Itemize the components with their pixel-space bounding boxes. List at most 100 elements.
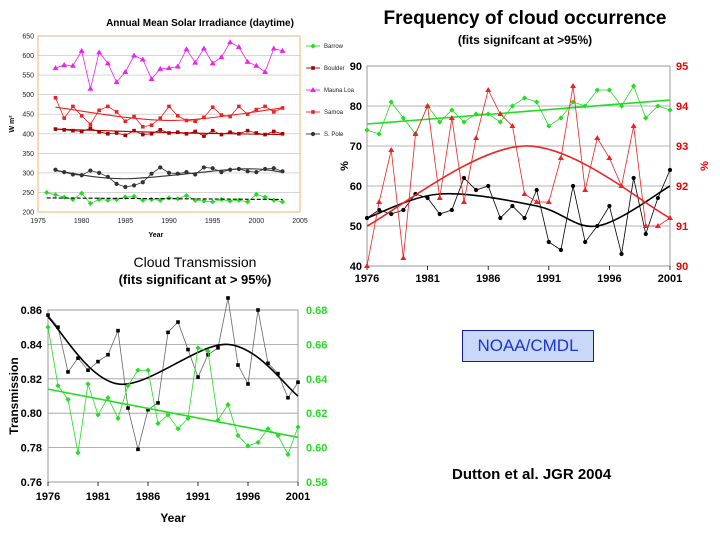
- transmission-data-point: [206, 352, 210, 357]
- irradiance-data-point: [79, 113, 84, 118]
- frequency-data-point: [582, 187, 589, 192]
- irradiance-data-point: [141, 132, 145, 137]
- frequency-data-point: [437, 211, 442, 217]
- irradiance-data-point: [272, 129, 276, 134]
- transmission-data-point: [76, 356, 80, 360]
- transmission-plot-area: [47, 309, 299, 483]
- frequency-data-point: [557, 155, 564, 160]
- irradiance-data-point: [244, 58, 251, 64]
- transmission-chart: 0.76 0.78 0.80 0.82 0.84 0.86 0.58 0.60 0.62 0.64…: [7, 296, 328, 525]
- frequency-chart-title: Frequency of cloud occurrence: [383, 8, 667, 29]
- transmission-data-point: [75, 450, 81, 456]
- frequency-data-point: [619, 251, 624, 257]
- irradiance-data-point: [123, 119, 128, 124]
- irradiance-data-point: [184, 118, 189, 123]
- irradiance-y-tick-label: 500: [22, 92, 34, 99]
- irradiance-legend-marker: [310, 87, 316, 92]
- irradiance-data-point: [158, 165, 163, 170]
- irradiance-data-point: [210, 199, 216, 205]
- transmission-data-point: [106, 352, 110, 357]
- irradiance-data-point: [71, 104, 75, 109]
- frequency-data-point: [376, 131, 382, 137]
- transmission-data-point: [126, 406, 130, 410]
- frequency-x-tick-label: 1991: [537, 273, 561, 285]
- frequency-data-point: [607, 203, 612, 209]
- transmission-series-0: [46, 296, 300, 452]
- frequency-fit-line: [366, 99, 671, 125]
- frequency-data-point: [522, 215, 527, 221]
- irradiance-data-point: [228, 130, 232, 135]
- irradiance-data-point: [131, 193, 137, 199]
- frequency-right-tick-label: 94: [676, 101, 689, 113]
- irradiance-data-point: [87, 85, 94, 91]
- frequency-fit-line: [366, 185, 671, 228]
- transmission-right-tick-label: 0.66: [306, 339, 327, 351]
- transmission-left-tick-label: 0.82: [21, 374, 42, 386]
- frequency-fit-line: [366, 145, 671, 227]
- frequency-data-point: [655, 103, 661, 109]
- irradiance-y-tick-label: 300: [22, 170, 34, 177]
- transmission-data-point: [55, 383, 61, 389]
- transmission-data-point: [65, 396, 71, 403]
- frequency-left-tick-label: 70: [350, 141, 362, 153]
- transmission-data-point: [256, 308, 260, 312]
- frequency-left-tick-label: 50: [350, 221, 362, 233]
- frequency-data-point: [473, 187, 479, 193]
- frequency-right-tick-label: 91: [676, 221, 688, 233]
- irradiance-x-tick-label: 1985: [118, 218, 134, 225]
- irradiance-data-point: [96, 49, 103, 55]
- irradiance-data-point: [280, 131, 285, 136]
- irradiance-data-point: [253, 62, 260, 68]
- frequency-data-point: [570, 183, 576, 189]
- irradiance-data-point: [97, 108, 101, 113]
- frequency-data-point: [558, 247, 564, 253]
- irradiance-y-tick-label: 450: [22, 112, 34, 119]
- irradiance-legend-label: S. Pole: [324, 132, 344, 138]
- irradiance-legend-label: Barrow: [324, 44, 344, 50]
- frequency-data-point: [667, 107, 673, 113]
- transmission-y-axis-label: Transmission: [7, 357, 21, 434]
- irradiance-data-point: [53, 95, 58, 100]
- frequency-data-point: [425, 195, 430, 201]
- irradiance-x-tick-label: 2005: [292, 218, 308, 225]
- frequency-data-point: [510, 203, 515, 209]
- transmission-data-point: [176, 320, 180, 324]
- frequency-data-point: [498, 215, 503, 221]
- irradiance-data-point: [122, 68, 129, 74]
- irradiance-data-point: [262, 166, 268, 172]
- transmission-data-point: [66, 370, 70, 374]
- irradiance-data-point: [254, 170, 259, 175]
- irradiance-data-point: [131, 52, 138, 58]
- transmission-right-tick-label: 0.58: [306, 477, 327, 489]
- transmission-right-tick-label: 0.62: [306, 408, 327, 420]
- frequency-data-point: [460, 199, 467, 204]
- transmission-right-tick-label: 0.64: [306, 374, 328, 386]
- frequency-plot-area: [366, 65, 671, 267]
- frequency-data-point: [643, 115, 649, 121]
- irradiance-fit-line: [46, 197, 283, 201]
- frequency-right-tick-label: 90: [676, 261, 688, 273]
- frequency-data-point: [364, 263, 370, 268]
- irradiance-data-point: [148, 76, 155, 82]
- irradiance-data-point: [167, 104, 171, 109]
- irradiance-series-mauna-loa: [52, 39, 286, 91]
- irradiance-data-point: [193, 119, 197, 124]
- irradiance-data-point: [44, 189, 50, 196]
- frequency-data-point: [424, 103, 431, 108]
- transmission-data-point: [166, 330, 170, 335]
- irradiance-data-point: [79, 190, 85, 196]
- transmission-left-tick-label: 0.86: [21, 305, 42, 317]
- transmission-data-point: [216, 346, 220, 350]
- irradiance-data-point: [254, 107, 259, 112]
- irradiance-data-point: [114, 110, 119, 114]
- transmission-right-tick-label: 0.68: [306, 305, 327, 317]
- irradiance-series-boulder: [53, 126, 285, 138]
- irradiance-data-point: [157, 65, 164, 71]
- noaa-cmdl-badge: NOAA/CMDL: [462, 330, 594, 362]
- irradiance-y-tick-label: 400: [22, 131, 34, 138]
- irradiance-data-point: [245, 112, 250, 117]
- frequency-data-point: [606, 87, 612, 93]
- frequency-chart-subtitle: (fits signifcant at >95%): [457, 33, 593, 47]
- irradiance-series-s-pole: [53, 165, 285, 190]
- frequency-chart: 40 50 60 70 80 90 90 91 92 93 94 95 1976 1981 1986 1991…: [339, 61, 711, 285]
